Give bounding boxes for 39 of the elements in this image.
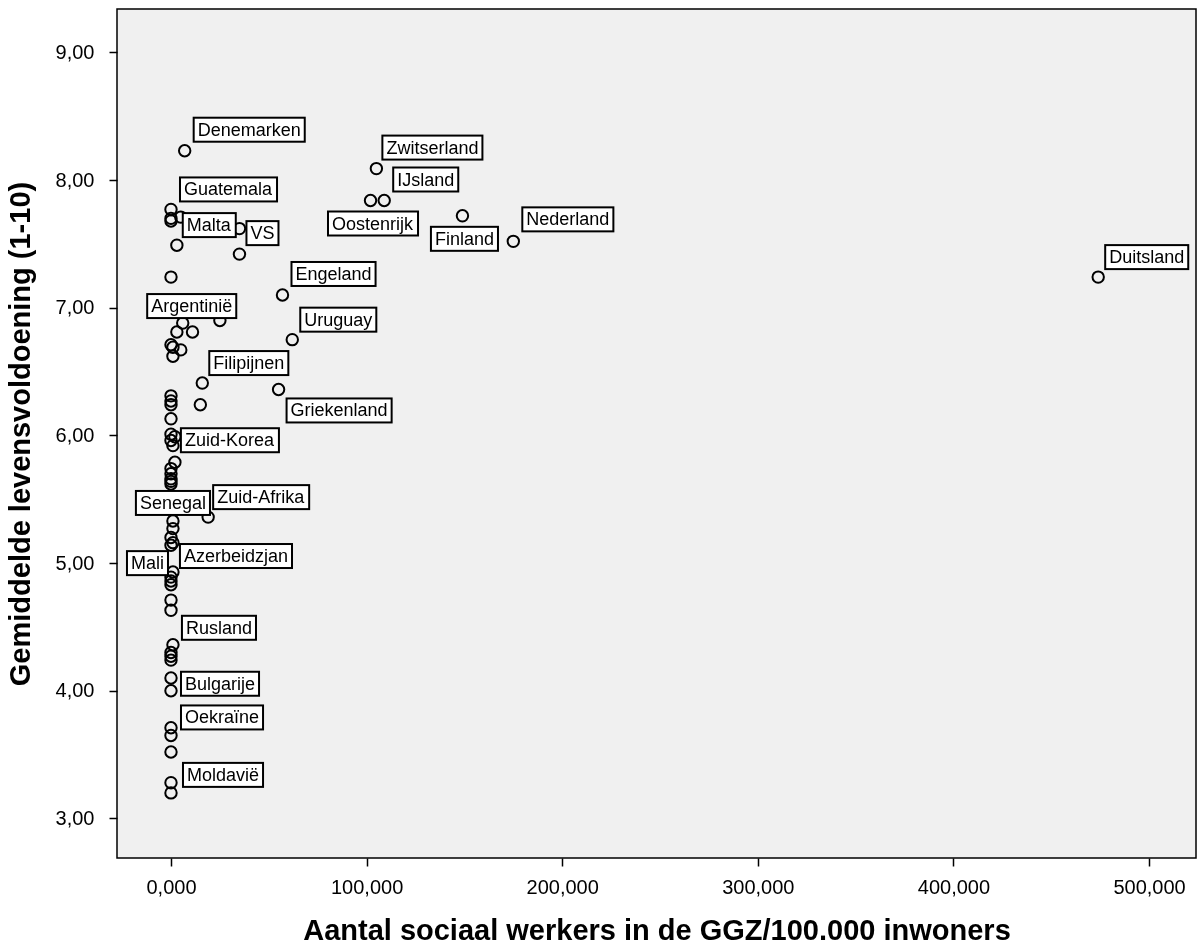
annotation: Malta <box>186 215 232 236</box>
y-tick-label: 4,00 <box>55 679 95 702</box>
y-tick-label: 3,00 <box>55 806 95 829</box>
x-axis-title: Aantal sociaal werkers in de GGZ/100.000 inwoners <box>303 913 1011 946</box>
y-tick-label: 6,00 <box>55 423 95 446</box>
x-tick-label: 200,000 <box>526 875 599 898</box>
annotation: Rusland <box>185 617 252 638</box>
y-tick-label: 5,00 <box>55 551 95 574</box>
x-tick-label: 100,000 <box>330 875 404 898</box>
annotation: Filipijnen <box>213 353 285 374</box>
annotation: Griekenland <box>290 400 388 421</box>
annotation: Zwitserland <box>386 137 479 158</box>
annotation: Denemarken <box>197 119 301 140</box>
y-tick-label: 8,00 <box>55 168 95 191</box>
annotation: Argentinië <box>151 296 233 317</box>
annotation: Engeland <box>295 263 372 284</box>
annotation: Uruguay <box>304 309 373 330</box>
annotation: IJsland <box>397 169 455 190</box>
x-tick-label: 0,000 <box>146 875 197 898</box>
annotation: Nederland <box>526 209 610 230</box>
annotation: Finland <box>434 228 494 249</box>
annotation: Zuid-Korea <box>184 430 275 451</box>
y-tick-label: 9,00 <box>55 40 95 63</box>
y-tick-label: 7,00 <box>55 296 95 319</box>
annotation: VS <box>250 223 275 244</box>
annotation: Azerbeidzjan <box>183 546 289 567</box>
annotation: Mali <box>130 553 164 574</box>
annotation: Duitsland <box>1109 247 1185 268</box>
x-tick-label: 400,000 <box>917 875 991 898</box>
y-axis-title: Gemiddelde levensvoldoening (1-10) <box>3 181 36 687</box>
annotation: Oekraïne <box>184 707 260 728</box>
x-tick-label: 300,000 <box>722 875 795 898</box>
annotation: Guatemala <box>183 179 274 200</box>
x-tick-label: 500,000 <box>1113 875 1186 898</box>
annotation: Senegal <box>139 492 206 513</box>
annotation: Bulgarije <box>184 673 256 694</box>
annotation: Zuid-Afrika <box>217 487 306 508</box>
annotation: Oostenrijk <box>332 213 415 234</box>
annotation: Moldavië <box>186 764 260 785</box>
